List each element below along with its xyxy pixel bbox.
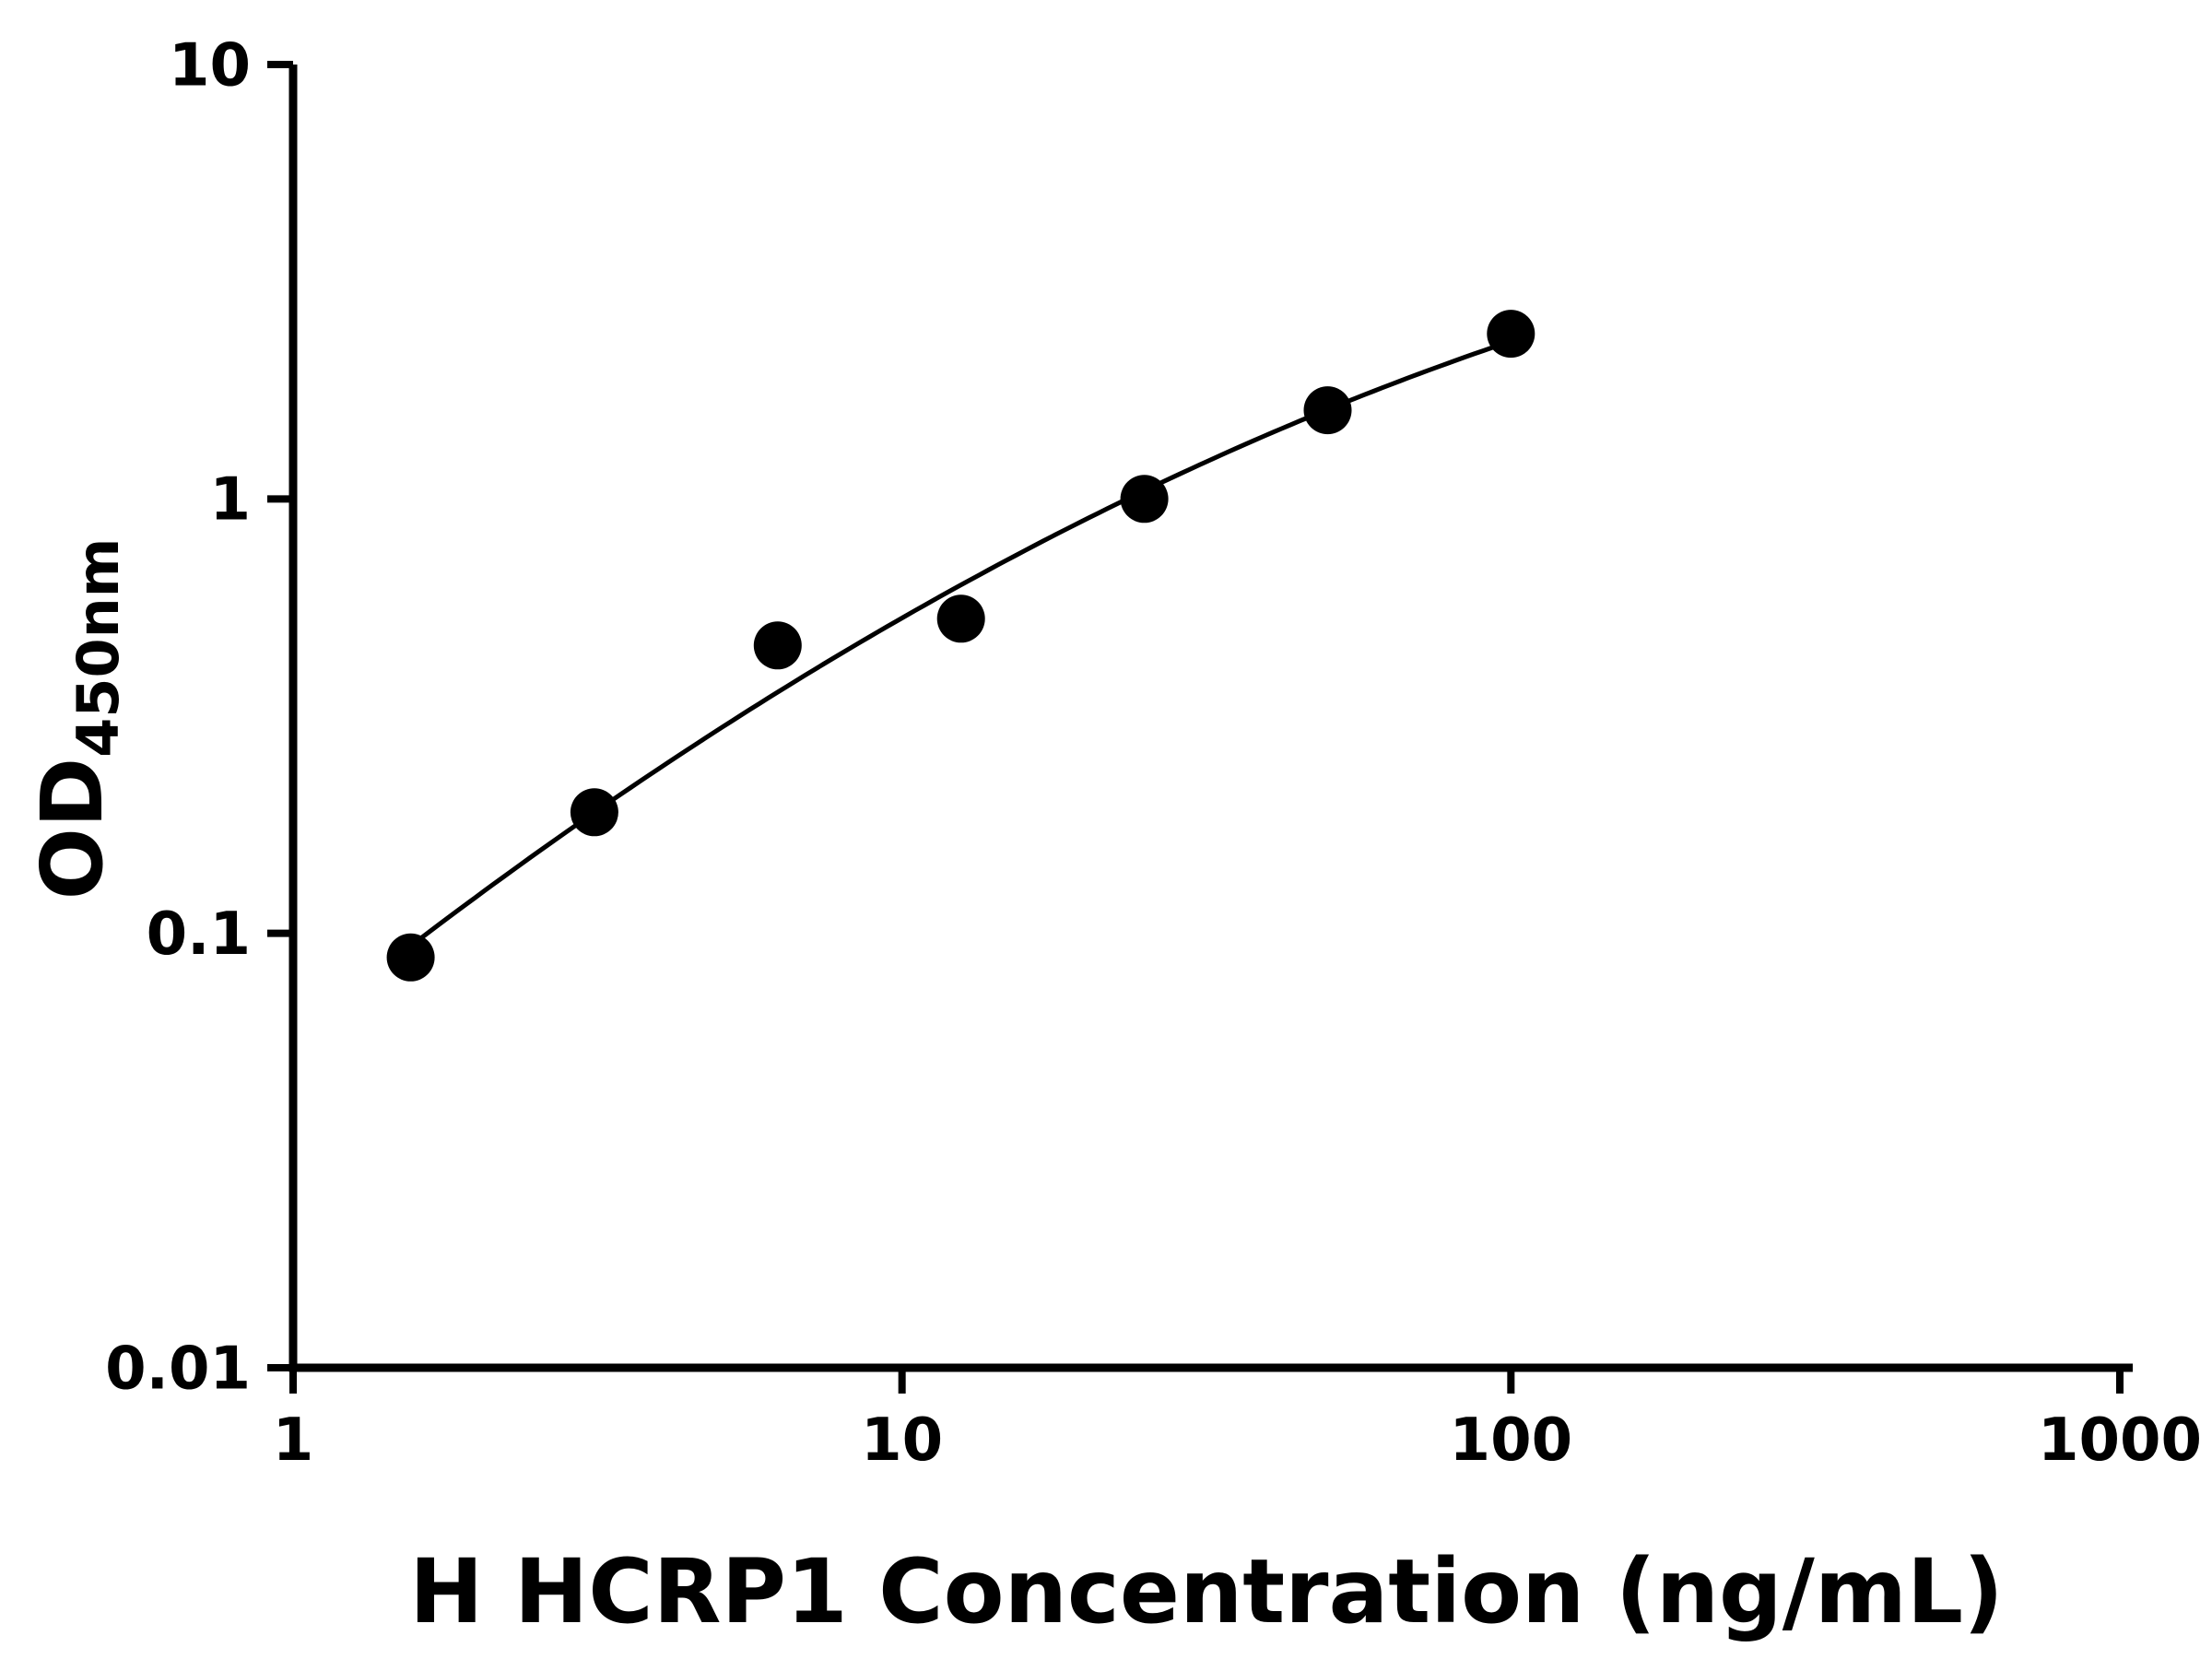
x-tick-label: 10 [861,1406,943,1475]
axis-ticks-layer [267,61,2124,1394]
y-tick-label: 0.1 [147,900,251,969]
data-point [1120,475,1169,524]
data-point [936,594,985,643]
x-tick-label: 1 [273,1406,314,1475]
fit-curve-layer [409,338,1512,948]
y-axis-title-subscript: 450nm [65,538,132,758]
x-tick-label: 100 [1450,1406,1573,1475]
data-point [1303,386,1352,435]
data-point [1487,310,1535,359]
y-tick-label: 10 [169,31,251,100]
data-point [753,621,802,670]
y-tick-label: 1 [209,466,251,535]
data-point [570,788,618,837]
data-points-layer [386,310,1535,982]
axes [288,65,2133,1372]
y-tick-label: 0.01 [105,1335,251,1403]
fit-curve [409,338,1512,948]
y-axis-title-main: OD [23,758,122,900]
x-tick-label: 1000 [2038,1406,2202,1475]
x-axis-title: H HCRP1 Concentration (ng/mL) [409,1540,2004,1643]
y-axis-title: OD450nm [23,538,132,900]
axis-tick-labels-layer: 1 10 100 1000 0.01 0.1 1 10 [105,31,2202,1475]
data-point [386,933,435,982]
